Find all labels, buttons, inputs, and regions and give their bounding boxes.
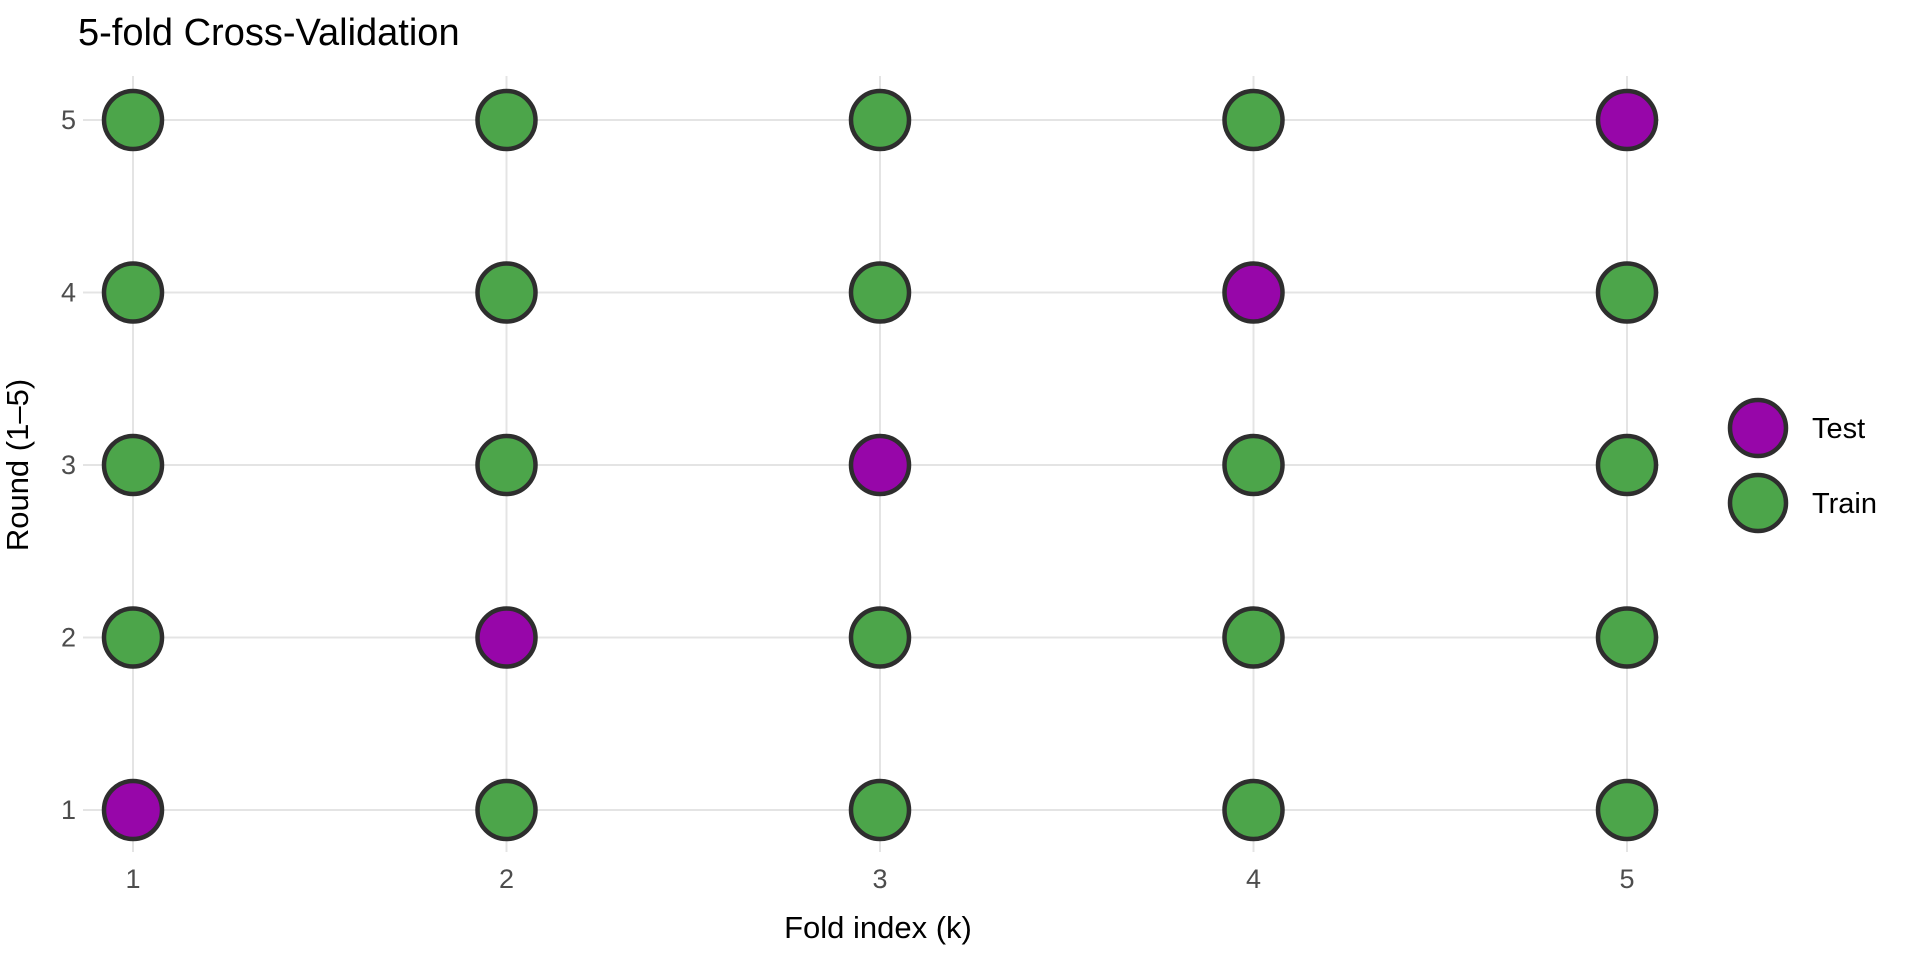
x-tick-label: 5 — [1619, 864, 1634, 894]
data-point-train — [848, 778, 912, 842]
data-point-train — [1595, 433, 1659, 497]
y-tick-label: 3 — [61, 450, 76, 480]
data-point-train — [1222, 778, 1285, 842]
x-tick-label: 4 — [1246, 864, 1261, 894]
data-point-test — [1222, 261, 1285, 324]
axis-tick-marks — [83, 119, 1628, 852]
data-point-train — [1222, 606, 1285, 669]
data-point-train — [848, 606, 912, 669]
data-point-train — [101, 261, 165, 324]
y-tick-label: 1 — [61, 795, 76, 825]
data-point-train — [1595, 778, 1659, 842]
data-point-train — [1595, 606, 1659, 669]
data-point-train — [101, 606, 165, 669]
legend-label-test: Test — [1812, 413, 1865, 445]
x-axis-label: Fold index (k) — [784, 910, 972, 945]
data-point-train — [1595, 261, 1659, 324]
data-point-train — [848, 261, 912, 324]
data-point-test — [101, 778, 165, 842]
data-point-test — [475, 606, 538, 669]
data-point-test — [848, 433, 912, 497]
data-point-train — [848, 88, 912, 152]
y-axis-label: Round (1–5) — [0, 379, 35, 551]
legend-label-train: Train — [1812, 488, 1877, 520]
data-point-train — [475, 433, 538, 497]
x-tick-label: 1 — [125, 864, 140, 894]
y-tick-label: 2 — [61, 623, 76, 653]
data-point-train — [101, 433, 165, 497]
data-point-train — [1222, 433, 1285, 497]
data-point-train — [101, 88, 165, 152]
data-point-test — [1595, 88, 1659, 152]
data-point-train — [475, 261, 538, 324]
data-point-train — [1222, 88, 1285, 152]
y-tick-label: 5 — [61, 105, 76, 135]
legend-swatch-test-icon — [1727, 397, 1789, 459]
x-tick-labels: 1 2 3 4 5 — [125, 864, 1634, 894]
y-tick-label: 4 — [61, 278, 76, 308]
legend: Test Train — [1727, 397, 1877, 534]
chart-title: 5-fold Cross-Validation — [78, 12, 460, 54]
data-point-train — [475, 778, 538, 842]
x-tick-label: 2 — [499, 864, 514, 894]
y-tick-labels: 1 2 3 4 5 — [61, 105, 76, 825]
legend-swatch-train-icon — [1727, 472, 1789, 534]
x-tick-label: 3 — [872, 864, 887, 894]
points-layer — [101, 88, 1659, 842]
data-point-train — [475, 88, 538, 152]
